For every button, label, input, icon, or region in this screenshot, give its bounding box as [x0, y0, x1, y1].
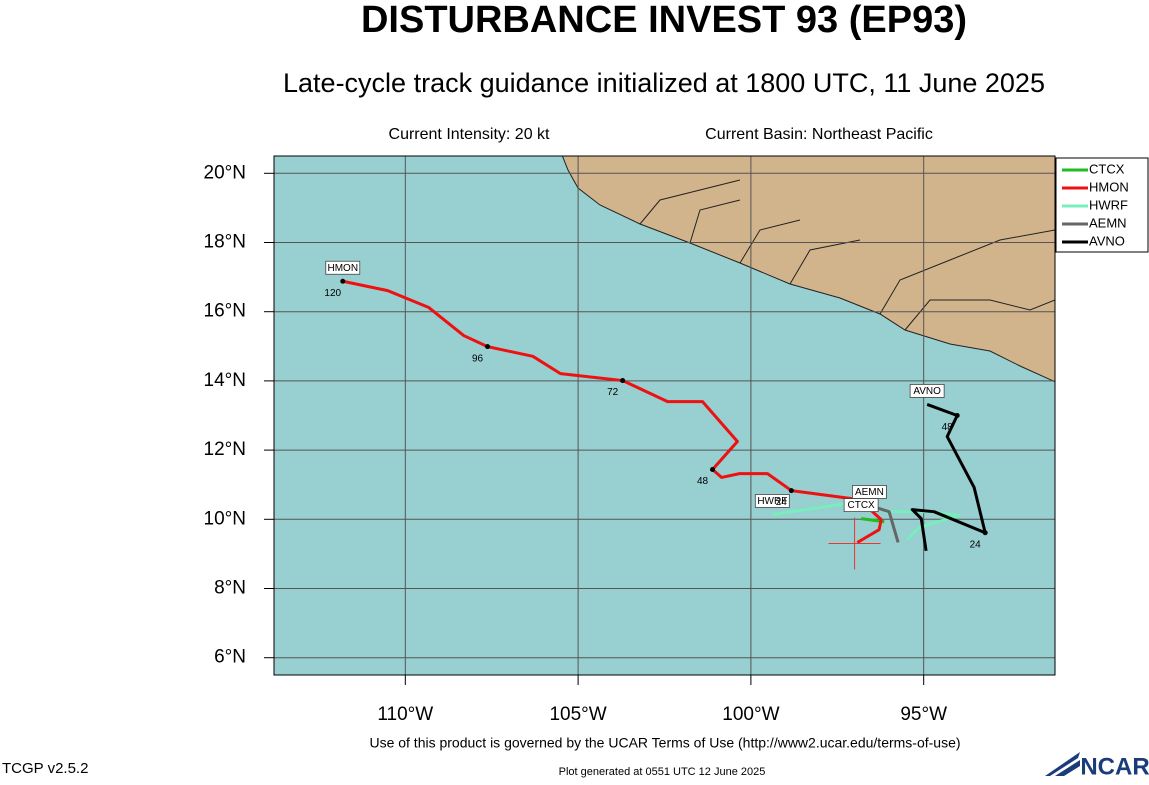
- forecast-point: [340, 278, 346, 284]
- forecast-point: [982, 530, 988, 536]
- land-layer: [561, 156, 1055, 383]
- track-label: HMON: [327, 263, 358, 274]
- forecast-point: [710, 466, 716, 472]
- legend: CTCX HMON HWRF AEMN AVNO: [1062, 161, 1129, 248]
- track-label-box: [325, 260, 361, 275]
- plot-frame: [273, 155, 1056, 676]
- track-label: AEMN: [855, 487, 884, 498]
- intensity: Current Intensity: 20 kt: [389, 126, 551, 143]
- version: TCGP v2.5.2: [2, 760, 88, 777]
- forecast-hour: 24: [970, 539, 982, 550]
- track-label: HWRF: [757, 496, 787, 507]
- track-line: [342, 279, 883, 544]
- x-tick-label: 100°W: [722, 704, 779, 725]
- forecast-hour: 96: [472, 353, 484, 364]
- y-tick-label: 8°N: [214, 578, 246, 599]
- borders: [639, 179, 1055, 331]
- footer: Use of this product is governed by the U…: [369, 735, 960, 751]
- legend-label: AEMN: [1089, 215, 1127, 230]
- land: [561, 156, 1055, 383]
- y-tick-label: 16°N: [204, 301, 246, 322]
- x-tick-label: 95°W: [900, 704, 947, 725]
- forecast-point: [954, 413, 960, 418]
- y-tick-label: 10°N: [204, 508, 246, 529]
- chart-title: DISTURBANCE INVEST 93 (EP93): [361, 0, 967, 41]
- track-label-box: [754, 494, 790, 508]
- logo-mark: [1045, 752, 1080, 776]
- forecast-point: [620, 378, 626, 384]
- forecast-hour: 48: [942, 422, 954, 433]
- logo: NCAR: [1080, 753, 1149, 780]
- y-tick-label: 20°N: [204, 162, 246, 183]
- forecast-point: [485, 344, 491, 350]
- basin: Current Basin: Northeast Pacific: [705, 126, 933, 143]
- forecast-hour: 72: [607, 387, 619, 398]
- forecast-hour: 24: [776, 497, 788, 508]
- y-tick-label: 14°N: [204, 370, 246, 391]
- track-label: AVNO: [913, 386, 941, 397]
- track-label-box: [909, 384, 945, 398]
- y-tick-label: 12°N: [204, 439, 246, 460]
- forecast-hour: 120: [324, 288, 341, 299]
- legend-label: AVNO: [1089, 233, 1125, 248]
- legend-label: CTCX: [1089, 161, 1125, 176]
- track-label: CTCX: [848, 500, 876, 511]
- y-tick-label: 18°N: [204, 232, 246, 253]
- track-label-box: [852, 485, 887, 499]
- legend-label: HMON: [1089, 179, 1129, 194]
- chart-subtitle: Late-cycle track guidance initialized at…: [283, 68, 1045, 98]
- forecast-point: [788, 488, 794, 494]
- generated: Plot generated at 0551 UTC 12 June 2025: [559, 766, 766, 778]
- y-tick-label: 6°N: [214, 647, 246, 668]
- forecast-hour: 48: [697, 476, 709, 487]
- legend-label: HWRF: [1089, 197, 1128, 212]
- grid-layer: 110°W 105°W 100°W 95°W 6°N 8°N 10°N 12°N 14°N 16°…: [204, 156, 1055, 725]
- x-tick-label: 105°W: [549, 704, 606, 725]
- x-tick-label: 110°W: [377, 704, 433, 725]
